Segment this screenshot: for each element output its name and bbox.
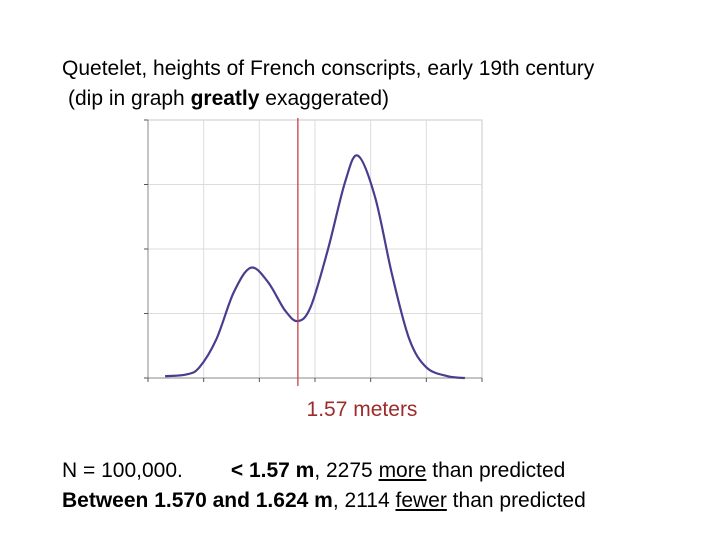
title-line-2: (dip in graph greatly exaggerated) — [62, 84, 594, 114]
chart-title: Quetelet, heights of French conscripts, … — [62, 54, 594, 114]
footer-line-1: N = 100,000. < 1.57 m, 2275 more than pre… — [62, 456, 586, 486]
footer-line-1-bold: < 1.57 m — [230, 459, 315, 482]
distribution-curve — [165, 154, 466, 380]
footer-line-1-underlined: more — [378, 459, 427, 482]
footer-line-2-mid: , 2114 — [332, 489, 396, 512]
footer-line-2: Between 1.570 and 1.624 m, 2114 fewer th… — [62, 486, 586, 516]
footer-line-2-bold: Between 1.570 and 1.624 m — [62, 489, 333, 512]
footer-line-2-end: than predicted — [446, 489, 586, 512]
sample-size: N = 100,000. — [62, 459, 183, 482]
title-line-2-bold: greatly — [190, 87, 260, 110]
footer-line-1-mid: , 2275 — [314, 459, 379, 482]
footer-line-1-end: than predicted — [426, 459, 566, 482]
title-line-1: Quetelet, heights of French conscripts, … — [62, 57, 595, 80]
title-line-2-prefix: (dip in graph — [68, 87, 191, 110]
footer-line-2-underlined: fewer — [395, 489, 447, 512]
footer-notes: N = 100,000. < 1.57 m, 2275 more than pre… — [62, 456, 586, 516]
title-line-2-suffix: exaggerated) — [259, 87, 390, 110]
distribution-chart — [144, 118, 483, 386]
chart-area — [140, 118, 490, 393]
marker-label: 1.57 meters — [306, 398, 418, 421]
